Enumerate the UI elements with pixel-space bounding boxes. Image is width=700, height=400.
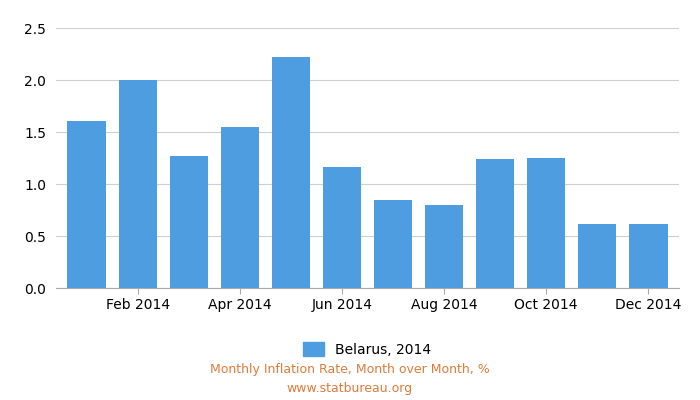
Bar	[220, 127, 259, 288]
Text: www.statbureau.org: www.statbureau.org	[287, 382, 413, 395]
Bar	[629, 224, 668, 288]
Bar	[272, 57, 310, 288]
Bar	[374, 200, 412, 288]
Bar	[425, 205, 463, 288]
Bar	[578, 224, 617, 288]
Legend: Belarus, 2014: Belarus, 2014	[304, 342, 431, 356]
Bar	[323, 167, 361, 288]
Bar	[527, 158, 566, 288]
Text: Monthly Inflation Rate, Month over Month, %: Monthly Inflation Rate, Month over Month…	[210, 364, 490, 376]
Bar	[118, 80, 157, 288]
Bar	[476, 159, 514, 288]
Bar	[169, 156, 208, 288]
Bar	[67, 120, 106, 288]
